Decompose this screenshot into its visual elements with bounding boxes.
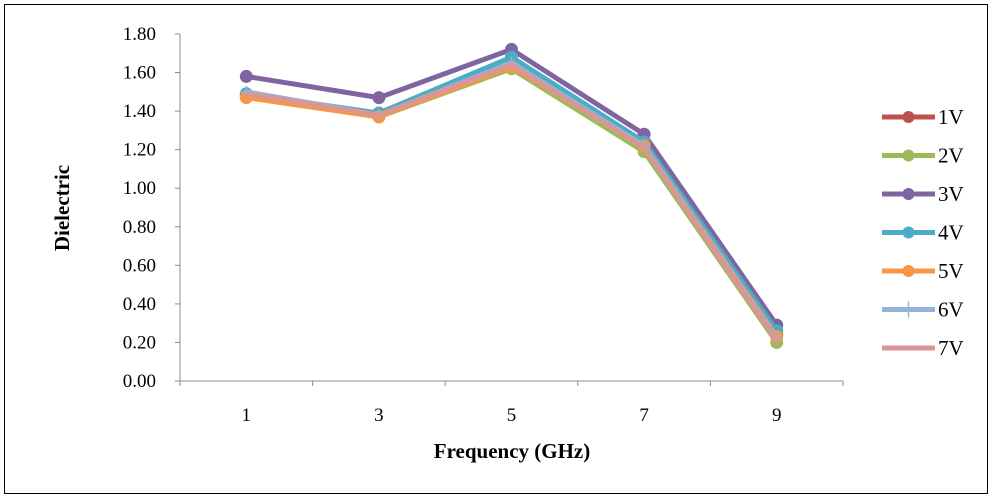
legend-item-7V: 7V bbox=[882, 336, 964, 360]
series-layer bbox=[239, 42, 784, 349]
legend-item-4V: 4V bbox=[882, 221, 964, 245]
y-tick-label: 1.20 bbox=[123, 140, 156, 161]
x-axis-title: Frequency (GHz) bbox=[434, 439, 591, 463]
legend-item-1V: 1V bbox=[882, 105, 964, 129]
series-line bbox=[243, 54, 780, 334]
axes bbox=[175, 33, 844, 386]
legend-marker bbox=[902, 111, 915, 123]
y-tick-label: 1.60 bbox=[123, 63, 156, 84]
legend-label: 3V bbox=[938, 182, 964, 206]
legend-label: 5V bbox=[938, 259, 964, 283]
y-tick-label: 1.00 bbox=[123, 178, 156, 199]
legend-marker bbox=[902, 265, 915, 277]
legend-item-2V: 2V bbox=[882, 144, 964, 168]
legend-marker bbox=[902, 188, 915, 200]
series-7V bbox=[243, 62, 780, 344]
y-tick-label: 1.40 bbox=[123, 101, 156, 122]
data-point bbox=[372, 91, 386, 105]
legend-marker bbox=[902, 226, 915, 239]
x-tick-label: 5 bbox=[507, 405, 517, 426]
series-6V bbox=[240, 56, 783, 345]
y-tick-label: 0.40 bbox=[123, 294, 156, 315]
legend-label: 1V bbox=[938, 105, 964, 129]
legend-item-6V: 6V bbox=[882, 298, 964, 322]
legend-marker bbox=[902, 149, 915, 162]
data-point bbox=[239, 69, 253, 83]
y-tick-label: 0.00 bbox=[123, 371, 156, 392]
y-tick-labels: 0.00 0.20 0.40 0.60 0.80 1.00 1.20 1.40 1.60 1.80 bbox=[123, 24, 156, 392]
series-4V bbox=[239, 50, 784, 338]
y-tick-label: 0.60 bbox=[123, 255, 156, 276]
series-line bbox=[243, 62, 780, 344]
x-tick-labels: 1 3 5 7 9 bbox=[242, 405, 782, 426]
y-tick-label: 0.80 bbox=[123, 217, 156, 238]
legend-item-3V: 3V bbox=[882, 182, 964, 206]
series-3V bbox=[239, 42, 784, 332]
legend-label: 7V bbox=[938, 336, 964, 360]
x-tick-label: 9 bbox=[772, 405, 782, 426]
series-1V bbox=[239, 56, 784, 342]
legend: 1V 2V 3V 4V 5V 6V 7V bbox=[882, 105, 964, 360]
y-tick-label: 0.20 bbox=[123, 332, 156, 353]
x-tick-label: 3 bbox=[374, 405, 384, 426]
legend-label: 2V bbox=[938, 144, 964, 168]
y-axis-title: Dielectric bbox=[50, 165, 74, 251]
legend-label: 4V bbox=[938, 221, 964, 245]
x-tick-label: 7 bbox=[639, 405, 649, 426]
legend-label: 6V bbox=[938, 298, 964, 322]
x-tick-label: 1 bbox=[242, 405, 252, 426]
chart-frame bbox=[4, 4, 988, 494]
series-line bbox=[243, 46, 780, 328]
y-tick-label: 1.80 bbox=[123, 24, 156, 45]
legend-item-5V: 5V bbox=[882, 259, 964, 283]
